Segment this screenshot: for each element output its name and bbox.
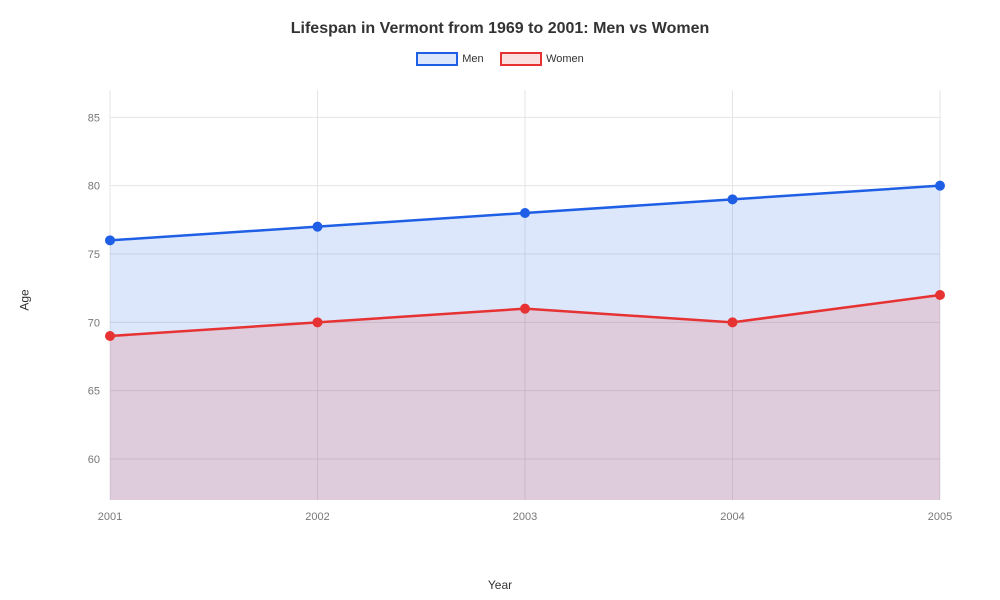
x-tick-label: 2001: [98, 511, 122, 523]
data-point: [729, 318, 737, 326]
data-point: [106, 332, 114, 340]
x-axis-label: Year: [0, 578, 1000, 592]
plot-area: 2001 2002 2003 2004 2005 60 65 70 75 80 85: [80, 80, 960, 540]
chart-legend: Men Women: [0, 52, 1000, 71]
data-point: [521, 305, 529, 313]
data-point: [936, 291, 944, 299]
legend-swatch-men: [416, 52, 458, 66]
x-tick-label: 2002: [305, 511, 329, 523]
y-tick-label: 75: [88, 249, 100, 261]
x-ticks: 2001 2002 2003 2004 2005: [98, 511, 952, 523]
y-tick-label: 85: [88, 112, 100, 124]
y-tick-label: 80: [88, 181, 100, 193]
data-point: [521, 209, 529, 217]
legend-item-men: Men: [416, 52, 483, 66]
legend-label-men: Men: [462, 53, 483, 65]
y-ticks: 60 65 70 75 80 85: [88, 112, 100, 466]
x-tick-label: 2005: [928, 511, 952, 523]
legend-swatch-women: [500, 52, 542, 66]
data-point: [106, 236, 114, 244]
data-point: [936, 182, 944, 190]
data-point: [729, 195, 737, 203]
legend-item-women: Women: [500, 52, 584, 66]
x-tick-label: 2003: [513, 511, 537, 523]
y-tick-label: 70: [88, 317, 100, 329]
chart-title: Lifespan in Vermont from 1969 to 2001: M…: [0, 20, 1000, 38]
legend-label-women: Women: [546, 53, 584, 65]
y-tick-label: 60: [88, 454, 100, 466]
y-axis-label: Age: [18, 289, 32, 310]
x-tick-label: 2004: [720, 511, 744, 523]
y-tick-label: 65: [88, 386, 100, 398]
lifespan-chart: Lifespan in Vermont from 1969 to 2001: M…: [0, 0, 1000, 600]
data-point: [314, 223, 322, 231]
data-point: [314, 318, 322, 326]
